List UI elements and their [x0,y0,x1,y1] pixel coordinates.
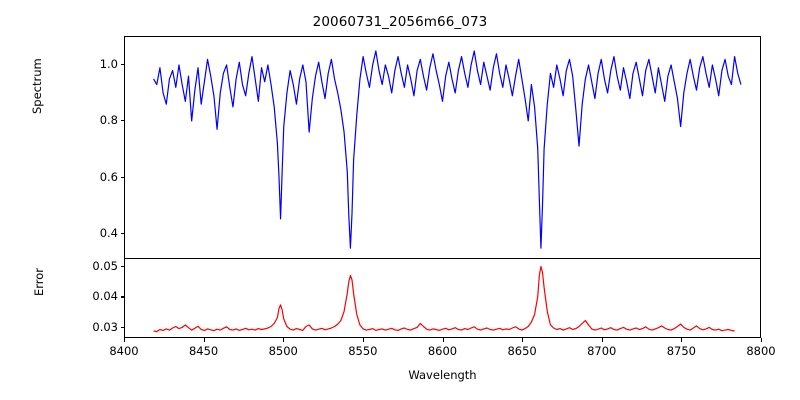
ytick-error [121,266,125,267]
error-panel [124,258,761,338]
ytick-spectrum [121,64,125,65]
yticklabel-spectrum: 0.6 [78,170,118,184]
xtick-wavelength [204,338,205,342]
xtick-wavelength [443,338,444,342]
chart-title: 20060731_2056m66_073 [0,14,800,30]
xtick-wavelength [283,338,284,342]
ytick-error [121,327,125,328]
error-axis-label: Error [32,282,46,296]
xtick-wavelength [602,338,603,342]
xticklabel-wavelength: 8800 [736,344,786,358]
yticklabel-spectrum: 1.0 [78,57,118,71]
ytick-spectrum [121,177,125,178]
xtick-wavelength [522,338,523,342]
ytick-spectrum [121,233,125,234]
xticklabel-wavelength: 8500 [258,344,308,358]
xticklabel-wavelength: 8450 [179,344,229,358]
ytick-error [121,296,125,297]
xtick-wavelength [761,338,762,342]
xtick-wavelength [124,338,125,342]
xticklabel-wavelength: 8700 [577,344,627,358]
error-line-plot [125,259,760,337]
ytick-spectrum [121,120,125,121]
xticklabel-wavelength: 8550 [338,344,388,358]
xticklabel-wavelength: 8600 [418,344,468,358]
xticklabel-wavelength: 8750 [656,344,706,358]
spectrum-axis-label: Spectrum [30,100,44,114]
xticklabel-wavelength: 8400 [99,344,149,358]
xtick-wavelength [363,338,364,342]
matplotlib-figure: 20060731_2056m66_073 0.4 0.6 0.8 1.0 0.03 0.0… [0,0,800,400]
xtick-wavelength [681,338,682,342]
yticklabel-spectrum: 0.8 [78,113,118,127]
yticklabel-error: 0.04 [72,289,118,303]
yticklabel-error: 0.05 [72,259,118,273]
yticklabel-spectrum: 0.4 [78,226,118,240]
spectrum-panel [124,36,761,258]
wavelength-axis-label: Wavelength [124,368,761,382]
yticklabel-error: 0.03 [72,320,118,334]
spectrum-line-plot [125,37,760,258]
xticklabel-wavelength: 8650 [497,344,547,358]
